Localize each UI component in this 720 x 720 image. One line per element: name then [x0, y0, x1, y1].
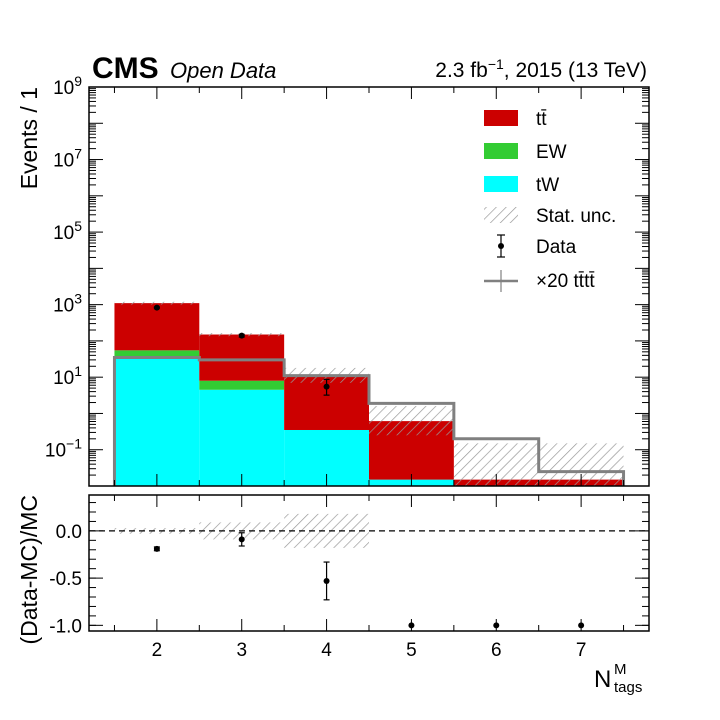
- stat-unc-band-bin-4: [369, 406, 454, 436]
- ratio-y-tick-label: 0.0: [56, 522, 82, 543]
- lumi-label: 2.3 fb−1, 2015 (13 TeV): [435, 56, 647, 82]
- legend-swatch-tw: [484, 176, 518, 192]
- legend-swatch-ew: [484, 143, 518, 159]
- legend-label-data: Data: [536, 237, 577, 258]
- data-point-3: [238, 332, 245, 339]
- ratio-stat-band-bin-3: [284, 513, 369, 548]
- main-plot-area: [112, 301, 626, 486]
- x-axis-label-subscript: tags: [614, 679, 642, 696]
- ratio-y-tick-label: -0.5: [49, 569, 82, 590]
- ratio-point-3: [238, 536, 245, 543]
- legend-label-stat-unc: Stat. unc.: [536, 206, 616, 227]
- ratio-point-4: [323, 577, 330, 584]
- y-tick-label: 109: [53, 73, 82, 99]
- data-point-2: [153, 304, 160, 311]
- legend-label-ew: EW: [536, 142, 567, 163]
- bar-tW-bin-2: [199, 389, 285, 486]
- legend: tt̄ EW tW Stat. unc. Data ×20 tt̄tt̄: [484, 109, 616, 292]
- bar-EW-bin-2: [199, 380, 285, 390]
- bar-EW-bin-1: [114, 350, 200, 358]
- x-tick-label: 7: [576, 640, 587, 661]
- legend-swatch-stat-unc: [484, 207, 518, 223]
- legend-swatch-ttbar: [484, 110, 518, 126]
- bar-tt-bin-2: [199, 334, 285, 381]
- ratio-y-axis-label: (Data-MC)/MC: [16, 495, 42, 645]
- y-axis-label: Events / 1: [16, 87, 42, 189]
- x-tick-label: 5: [406, 640, 417, 661]
- x-tick-label: 6: [491, 640, 502, 661]
- legend-label-ttbar: tt̄: [536, 109, 547, 130]
- ratio-plot-area: [89, 513, 649, 629]
- bar-tW-bin-1: [114, 357, 200, 486]
- ratio-point-2: [153, 545, 160, 552]
- y-tick-label: 105: [53, 218, 82, 244]
- main-axes: 10−1 101 103 105 107 109: [45, 73, 649, 487]
- x-tick-label: 4: [321, 640, 332, 661]
- legend-label-signal: ×20 tt̄tt̄: [536, 271, 595, 292]
- x-axis-label: N: [594, 666, 611, 693]
- x-tick-label: 3: [236, 640, 247, 661]
- data-point-4: [323, 383, 330, 390]
- y-tick-label: 101: [53, 363, 82, 389]
- legend-label-tw: tW: [536, 175, 559, 196]
- open-data-label: Open Data: [170, 58, 276, 83]
- bar-tt-bin-1: [114, 303, 200, 351]
- y-tick-label: 107: [53, 146, 82, 172]
- cms-label: CMS: [92, 52, 159, 85]
- legend-data-marker: [498, 243, 504, 249]
- ratio-y-tick-label: -1.0: [49, 616, 82, 637]
- x-axis-label-superscript: M: [614, 661, 627, 678]
- ratio-stat-band-bin-1: [114, 528, 200, 534]
- signal-x20-line: [112, 355, 626, 486]
- stat-unc-band-bin-1: [114, 301, 200, 305]
- x-tick-label: 2: [152, 640, 163, 661]
- y-tick-label: 103: [53, 291, 82, 317]
- ratio-axes: 0.0 -0.5 -1.0 2 3 4 5 6 7: [49, 495, 649, 661]
- y-tick-label: 10−1: [45, 436, 82, 462]
